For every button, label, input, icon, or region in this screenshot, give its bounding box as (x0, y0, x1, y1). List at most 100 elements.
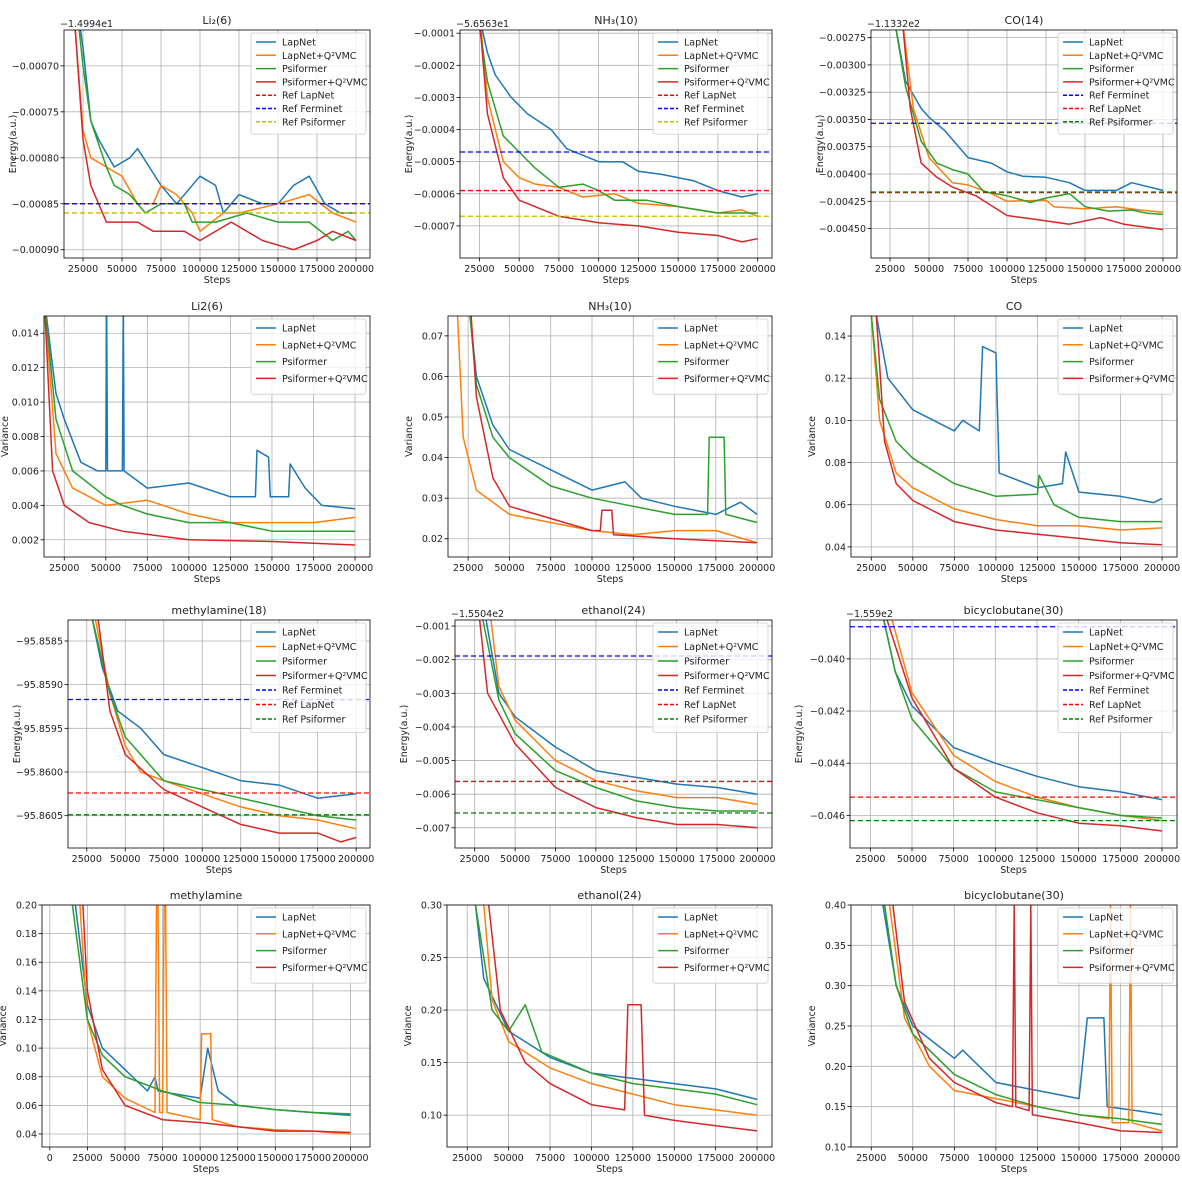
x-tick-label: 75000 (535, 1153, 565, 1164)
x-tick-label: 150000 (1061, 854, 1097, 865)
subplot-title: methylamine(18) (171, 604, 266, 617)
axis-offset-label: −1.559e2 (846, 609, 893, 620)
x-tick-label: 75000 (939, 563, 969, 574)
legend-label: LapNet+Q²VMC (1089, 51, 1164, 62)
series-line-psiformer (482, 620, 758, 812)
legend-label: Ref Ferminet (1089, 686, 1150, 697)
y-tick-label: 0.008 (12, 432, 39, 443)
y-tick-label: 0.06 (16, 1101, 37, 1112)
y-tick-label: −0.001 (415, 622, 450, 633)
x-tick-label: 175000 (1102, 854, 1138, 865)
y-axis-label: Energy(a.u.) (12, 705, 23, 764)
y-tick-label: 0.07 (422, 331, 443, 342)
y-tick-label: 0.04 (422, 453, 443, 464)
y-tick-label: 0.06 (422, 372, 443, 383)
x-tick-label: 125000 (1019, 854, 1055, 865)
y-axis-label: Energy(a.u.) (399, 705, 410, 764)
x-tick-label: 175000 (1102, 563, 1138, 574)
legend-label: Psiformer (282, 657, 327, 668)
x-tick-label: 175000 (699, 854, 735, 865)
y-tick-label: −0.0005 (414, 157, 455, 168)
x-tick-label: 100000 (182, 264, 218, 275)
y-tick-label: −0.006 (415, 790, 450, 801)
x-tick-label: 25000 (72, 854, 102, 865)
y-tick-label: 0.20 (421, 1006, 442, 1017)
series-line-lapnet (45, 316, 356, 510)
x-tick-label: 125000 (615, 1153, 651, 1164)
legend-label: LapNet (1089, 38, 1123, 49)
series-line-psiformer-q-vmc (97, 620, 357, 843)
plot-area (71, 905, 351, 1135)
y-tick-label: 0.14 (16, 986, 37, 997)
y-tick-label: 0.04 (825, 542, 846, 553)
series-line-psiformer (474, 905, 758, 1106)
subplot-title: Li2(6) (191, 300, 223, 313)
x-tick-label: 175000 (700, 264, 736, 275)
x-tick-label: 175000 (300, 854, 336, 865)
series-line-lapnet-q-vmc (94, 620, 357, 830)
legend-label: LapNet (282, 324, 316, 335)
x-tick-label: 125000 (223, 854, 259, 865)
plot-area (64, 30, 370, 251)
legend-label: LapNet (282, 913, 316, 924)
x-tick-label: 50000 (494, 1153, 524, 1164)
y-tick-label: −0.00275 (819, 33, 866, 44)
y-tick-label: −0.044 (810, 759, 845, 770)
x-tick-label: 125000 (221, 264, 257, 275)
subplot-8: 25000 50000 75000 100000 125000 150000 175000 2… (399, 604, 776, 876)
x-tick-label: 25000 (464, 264, 494, 275)
y-tick-label: 0.006 (12, 466, 39, 477)
x-tick-label: 75000 (540, 854, 570, 865)
x-tick-label: 150000 (659, 854, 695, 865)
series-line-psiformer-q-vmc (479, 30, 758, 243)
legend-label: Ref Psiformer (282, 117, 346, 128)
series-line-psiformer-q-vmc (892, 905, 1163, 1134)
legend-label: Psiformer (1089, 657, 1134, 668)
y-axis-label: Energy(a.u.) (404, 115, 415, 174)
y-tick-label: 0.20 (825, 1062, 846, 1073)
series-line-psiformer (45, 316, 355, 532)
y-tick-label: 0.25 (421, 953, 442, 964)
series-line-lapnet (895, 30, 1164, 192)
legend-label: LapNet+Q²VMC (282, 929, 357, 940)
x-tick-label: 125000 (620, 264, 656, 275)
x-tick-label: 200000 (739, 854, 775, 865)
y-axis-label: Variance (807, 416, 818, 457)
axes-frame (850, 315, 1178, 558)
y-tick-label: −95.8605 (16, 811, 63, 822)
y-tick-label: −0.040 (810, 654, 845, 665)
x-tick-label: 50000 (898, 563, 928, 574)
x-tick-label: 25000 (72, 1153, 102, 1164)
x-axis-label: Steps (194, 574, 221, 585)
legend-label: LapNet (684, 38, 718, 49)
legend-label: Ref Psiformer (1089, 715, 1153, 726)
legend-box (1057, 622, 1174, 733)
legend-label: LapNet+Q²VMC (282, 642, 357, 653)
legend-box (652, 318, 769, 395)
x-tick-label: 175000 (1106, 264, 1142, 275)
x-axis-label: Steps (1000, 865, 1027, 876)
legend-label: Ref Ferminet (684, 686, 745, 697)
x-tick-label: 100000 (171, 563, 207, 574)
y-tick-label: 0.004 (12, 501, 39, 512)
axes-frame (41, 904, 371, 1148)
y-tick-label: −0.00350 (819, 115, 866, 126)
legend: LapNet LapNet+Q²VMC Psiformer Psiformer+Q²V… (652, 907, 770, 984)
legend-label: LapNet (1089, 913, 1123, 924)
y-tick-label: 0.20 (16, 901, 37, 912)
x-tick-label: 175000 (295, 1153, 331, 1164)
series-line-psiformer-q-vmc (478, 620, 758, 829)
legend-label: LapNet+Q²VMC (282, 51, 357, 62)
series-line-lapnet-q-vmc (483, 905, 758, 1116)
y-tick-label: −95.8590 (16, 680, 63, 691)
series-line-lapnet-q-vmc (870, 316, 1163, 531)
x-tick-label: 75000 (939, 854, 969, 865)
x-tick-label: 175000 (295, 563, 331, 574)
legend-label: Psiformer (282, 357, 327, 368)
x-tick-label: 200000 (337, 563, 373, 574)
legend-label: Psiformer+Q²VMC (684, 77, 770, 88)
x-tick-label: 75000 (132, 563, 162, 574)
x-tick-label: 100000 (978, 1153, 1014, 1164)
subplot-5: 25000 50000 75000 100000 125000 150000 175000 2… (404, 300, 775, 585)
x-tick-label: 150000 (261, 854, 297, 865)
